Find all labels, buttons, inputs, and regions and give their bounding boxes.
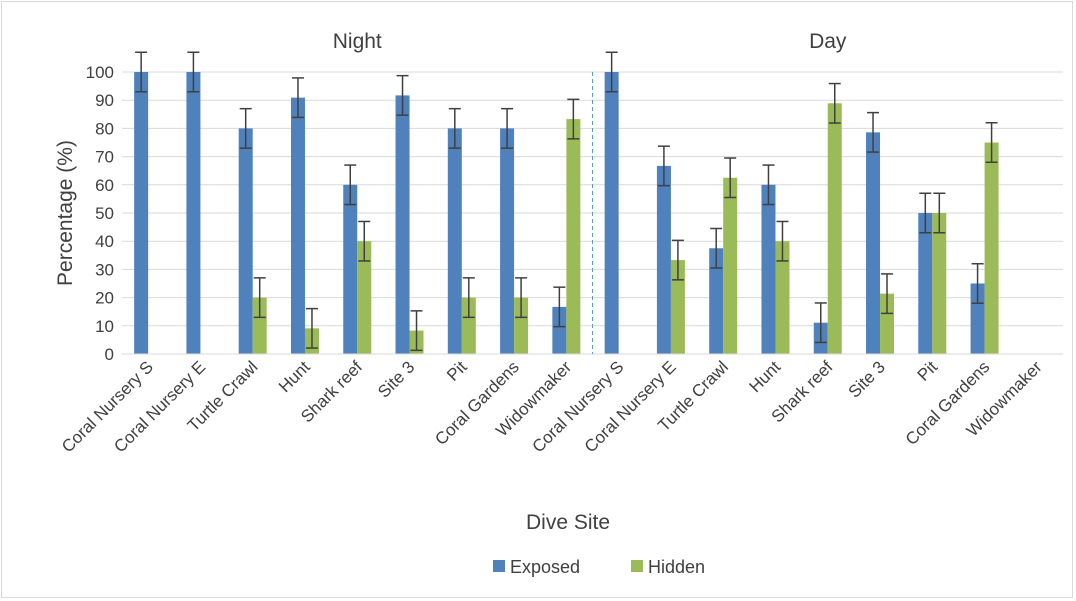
bar-hidden bbox=[880, 293, 895, 354]
y-tick-label: 0 bbox=[105, 345, 114, 364]
bar-exposed bbox=[343, 184, 358, 354]
x-tick-label: Hunt bbox=[745, 357, 784, 396]
bar-exposed bbox=[290, 97, 305, 355]
y-tick-label: 40 bbox=[95, 232, 114, 251]
bar-hidden bbox=[514, 297, 529, 354]
error-bars bbox=[135, 51, 998, 352]
y-tick-label: 80 bbox=[95, 119, 114, 138]
bar-exposed bbox=[447, 128, 462, 354]
bar-exposed bbox=[500, 128, 515, 354]
x-tick-label: Hunt bbox=[275, 357, 314, 396]
bar-hidden bbox=[566, 119, 581, 355]
x-tick-label: Site 3 bbox=[845, 357, 889, 401]
x-tick-label: Coral Nursery S bbox=[529, 357, 628, 456]
bar-hidden bbox=[461, 297, 476, 354]
bar-hidden bbox=[723, 177, 738, 354]
bar-hidden bbox=[252, 297, 267, 354]
bar-exposed bbox=[186, 72, 201, 354]
bars bbox=[134, 72, 999, 355]
bar-hidden bbox=[670, 260, 685, 354]
bar-exposed bbox=[918, 213, 933, 354]
legend-label-exposed: Exposed bbox=[510, 557, 580, 577]
bar-exposed bbox=[395, 95, 410, 354]
panel-title-day: Day bbox=[809, 30, 847, 53]
bar-hidden bbox=[827, 103, 842, 354]
y-tick-label: 90 bbox=[95, 91, 114, 110]
x-tick-label: Pit bbox=[914, 357, 942, 385]
bar-exposed bbox=[866, 132, 881, 354]
y-tick-label: 10 bbox=[95, 317, 114, 336]
panel-title-night: Night bbox=[333, 30, 382, 53]
x-axis-title: Dive Site bbox=[526, 511, 610, 534]
bar-hidden bbox=[775, 241, 790, 354]
bar-exposed bbox=[761, 184, 776, 354]
bar-exposed bbox=[552, 306, 567, 354]
y-tick-label: 70 bbox=[95, 148, 114, 167]
legend-swatch-hidden bbox=[631, 560, 643, 572]
legend: Exposed Hidden bbox=[493, 557, 705, 577]
bar-exposed bbox=[238, 128, 253, 354]
x-tick-label: Pit bbox=[443, 357, 471, 385]
y-axis-title: Percentage (%) bbox=[54, 140, 77, 286]
bar-exposed bbox=[709, 248, 724, 354]
y-tick-label: 30 bbox=[95, 260, 114, 279]
legend-swatch-exposed bbox=[493, 560, 505, 572]
y-tick-label: 100 bbox=[86, 63, 114, 82]
legend-label-hidden: Hidden bbox=[648, 557, 705, 577]
bar-exposed bbox=[134, 72, 149, 354]
bar-exposed bbox=[656, 165, 671, 354]
x-tick-label: Site 3 bbox=[374, 357, 418, 401]
y-tick-label: 20 bbox=[95, 289, 114, 308]
bar-hidden bbox=[932, 213, 947, 354]
bar-hidden bbox=[357, 241, 372, 354]
bar-hidden bbox=[984, 142, 999, 354]
bar-exposed bbox=[604, 72, 619, 354]
y-tick-label: 50 bbox=[95, 204, 114, 223]
x-tick-label: Coral Nursery E bbox=[110, 357, 209, 456]
y-tick-label: 60 bbox=[95, 176, 114, 195]
x-tick-label: Coral Nursery S bbox=[58, 357, 157, 456]
x-tick-label: Coral Nursery E bbox=[581, 357, 680, 456]
bar-exposed bbox=[970, 283, 985, 354]
